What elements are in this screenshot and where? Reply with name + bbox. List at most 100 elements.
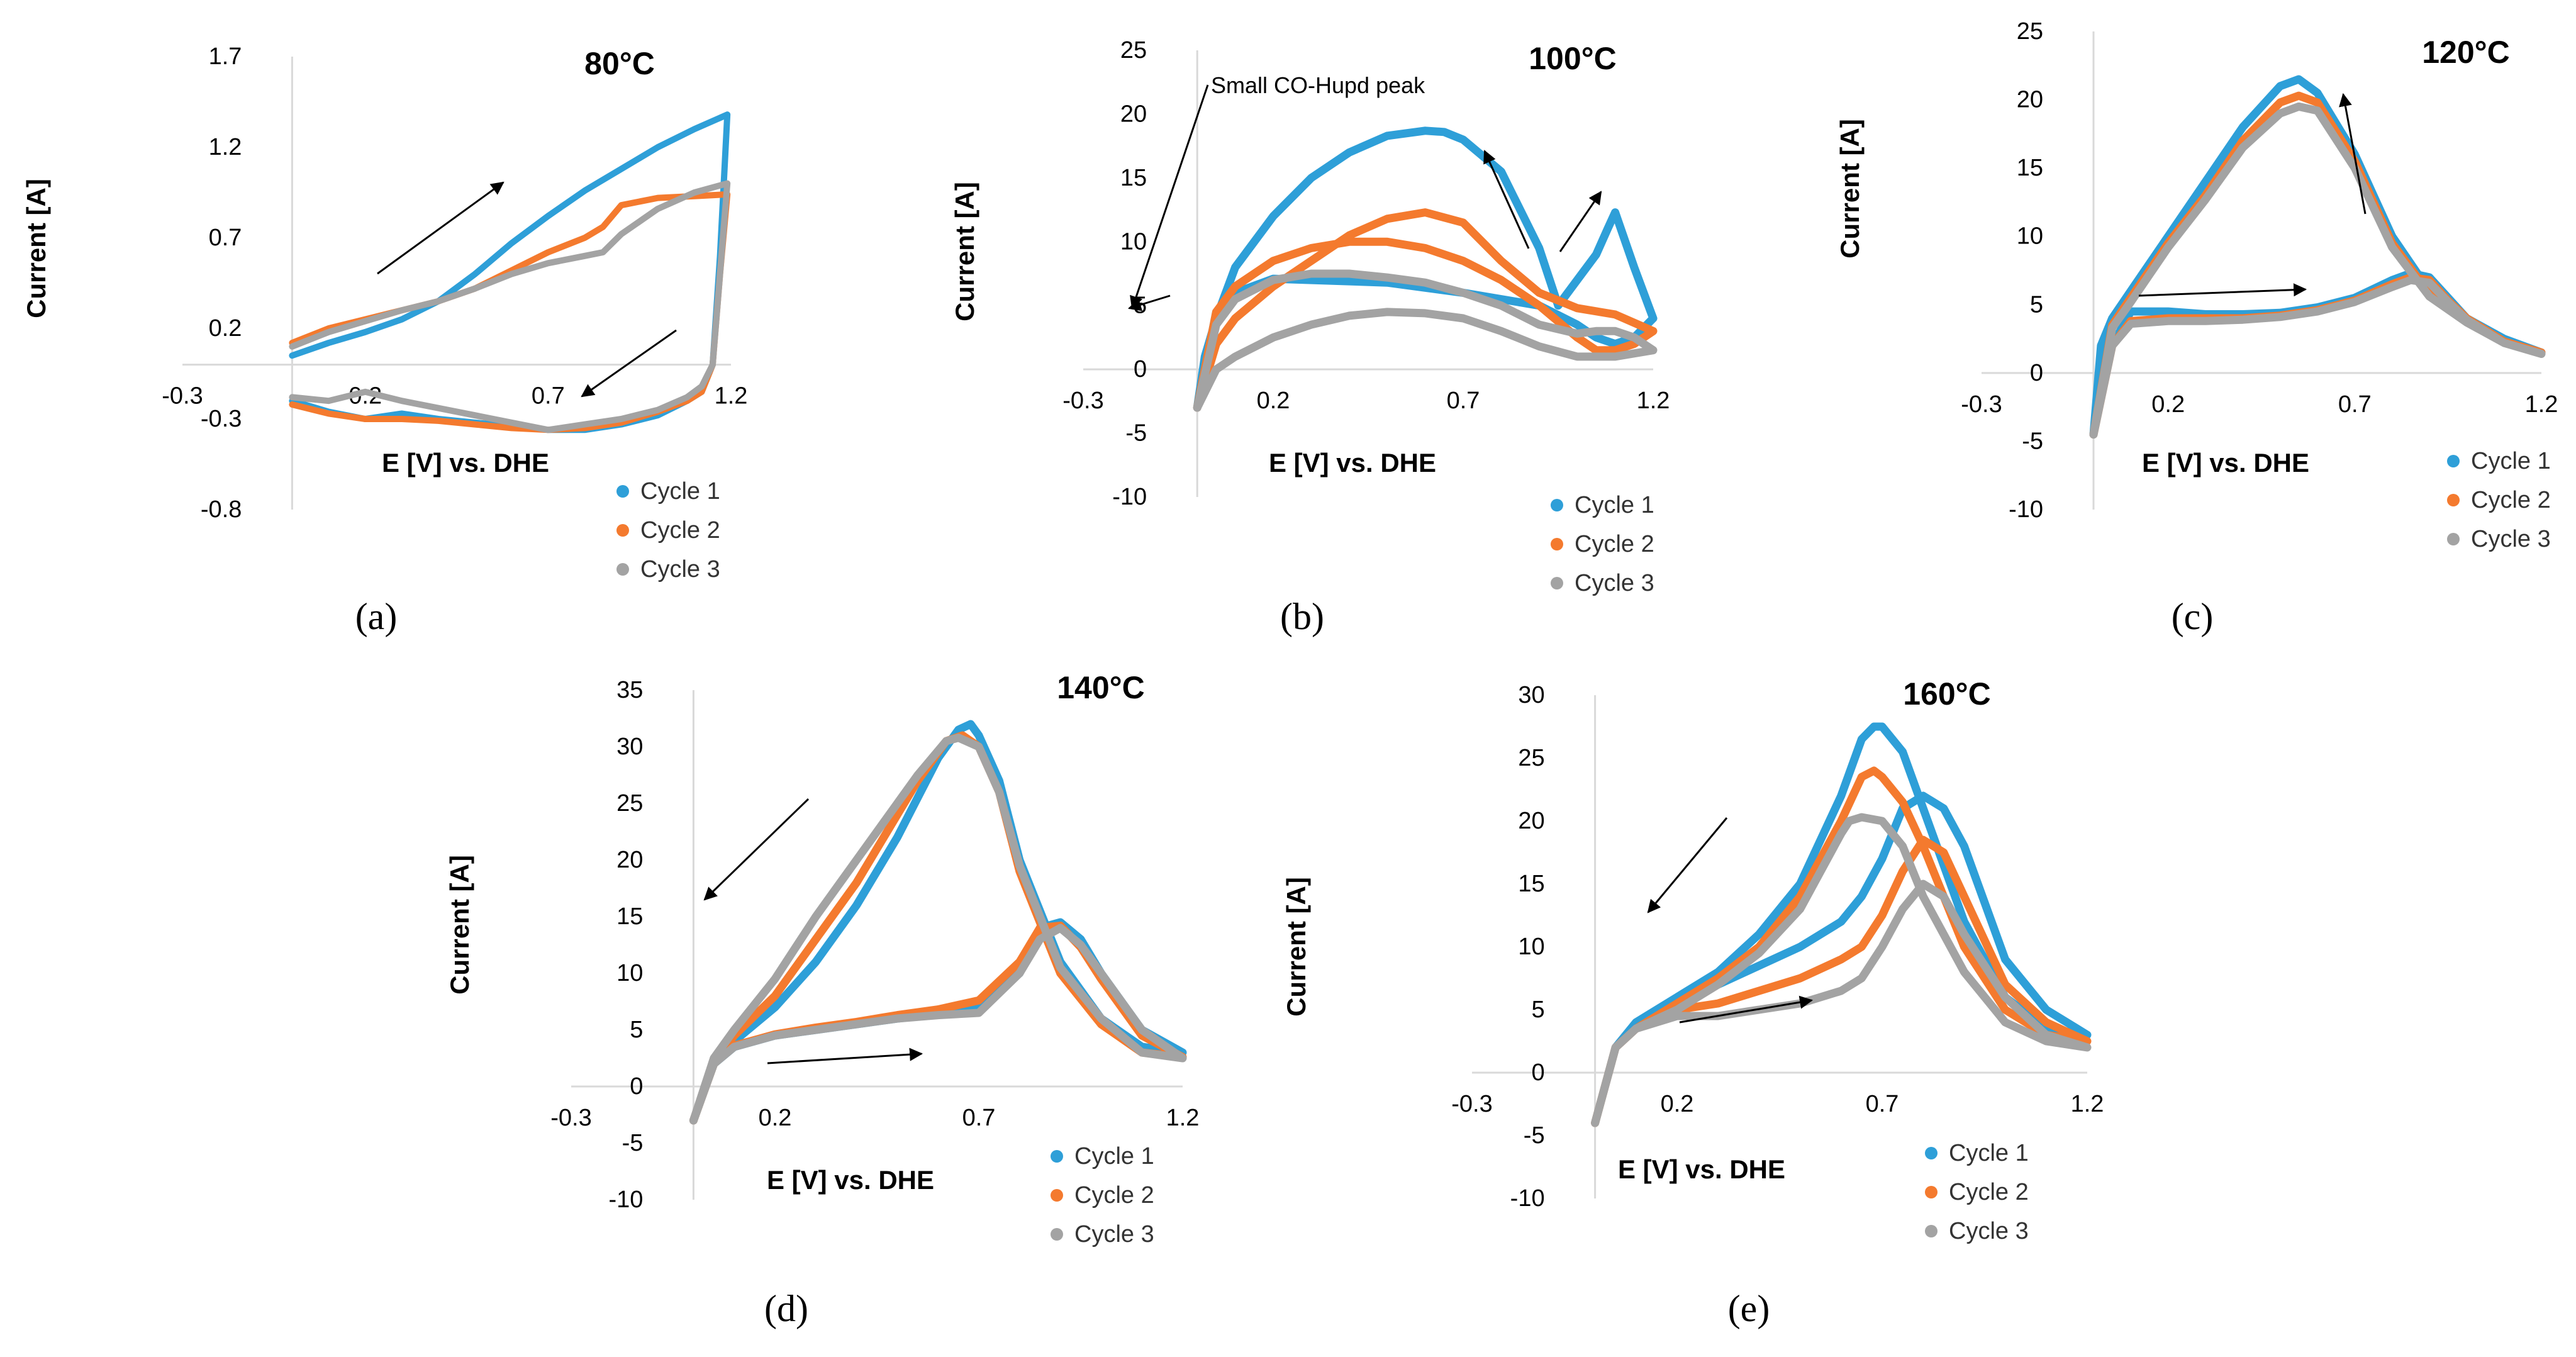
y-tick-label: -10 — [1510, 1185, 1545, 1212]
y-tick-label: 1.2 — [209, 134, 242, 160]
chart-title: 120°C — [2422, 35, 2510, 70]
legend-marker — [1925, 1225, 1938, 1237]
series-line-cycle-3 — [2089, 102, 2546, 439]
y-tick-label: 30 — [616, 734, 643, 760]
series-line-cycle-1 — [1193, 126, 1658, 412]
series-line-cycle-1 — [1591, 722, 2092, 1127]
y-tick-label: 10 — [2017, 223, 2043, 250]
y-tick-label: 0.7 — [209, 225, 242, 251]
x-tick-label: 0.7 — [1447, 388, 1480, 414]
legend-label: Cycle 1 — [1949, 1140, 2029, 1166]
panel-e: 30 25 20 15 10 5 0 -5 -10 -0.3 0.2 0.7 1.2 160°C E [V]… — [1281, 676, 2104, 1329]
legend-marker — [1925, 1147, 1938, 1159]
legend-marker — [2447, 494, 2460, 506]
y-tick-label: 15 — [2017, 155, 2043, 181]
direction-arrow — [1647, 817, 1728, 913]
series-line-cycle-3 — [689, 734, 1187, 1125]
panel-a: 1.71.20.70.2-0.3-0.8-0.3 0.2 0.7 1.280°CE [… — [21, 43, 747, 637]
y-axis-label: Current [A] — [1281, 877, 1311, 1017]
x-tick-label: -0.3 — [162, 383, 203, 410]
legend-label: Cycle 2 — [640, 517, 720, 544]
y-tick-label: 20 — [616, 847, 643, 873]
x-axis-label: E [V] vs. DHE — [1618, 1154, 1785, 1184]
panel-d: 35 30 25 20 15 10 5 0 -5 -10 -0.3 0.2 0.7 1.2 140°C E [… — [445, 670, 1199, 1329]
x-tick-label: 0.2 — [1257, 388, 1290, 414]
x-axis-label: E [V] vs. DHE — [767, 1165, 934, 1195]
y-tick-label: 35 — [616, 677, 643, 703]
y-tick-label: 20 — [1120, 101, 1147, 127]
x-axis-label: E [V] vs. DHE — [2142, 448, 2309, 477]
y-tick-label: -5 — [1524, 1122, 1545, 1149]
x-tick-label: 0.2 — [2151, 391, 2185, 418]
y-tick-label: 10 — [1518, 934, 1544, 960]
legend-label: Cycle 2 — [2471, 487, 2551, 513]
legend-marker — [2447, 455, 2460, 467]
y-tick-label: 0 — [2030, 360, 2043, 386]
series-line-cycle-2 — [1591, 766, 2092, 1127]
x-tick-label: 0.7 — [1866, 1091, 1899, 1117]
x-tick-label: 1.2 — [715, 383, 748, 410]
y-axis-label: Current [A] — [21, 179, 51, 318]
legend-label: Cycle 2 — [1575, 531, 1654, 557]
y-tick-label: -10 — [2009, 496, 2043, 523]
series-line-cycle-1 — [689, 720, 1187, 1125]
x-tick-label: -0.3 — [550, 1105, 591, 1131]
legend-label: Cycle 3 — [1074, 1221, 1154, 1248]
panel-caption: (d) — [764, 1288, 808, 1329]
y-tick-label: 15 — [1120, 165, 1147, 191]
y-tick-label: -5 — [622, 1130, 644, 1156]
y-tick-label: -5 — [1125, 420, 1147, 447]
direction-arrow — [1483, 150, 1530, 249]
y-tick-label: 0 — [1134, 356, 1147, 383]
y-tick-label: 20 — [2017, 87, 2043, 113]
direction-arrow — [581, 329, 677, 398]
x-tick-label: -0.3 — [1451, 1091, 1492, 1117]
legend-label: Cycle 1 — [640, 478, 720, 505]
x-tick-label: 1.2 — [2525, 391, 2558, 418]
y-axis-label: Current [A] — [1835, 119, 1865, 259]
legend-marker — [616, 524, 629, 537]
x-tick-label: 0.7 — [962, 1105, 996, 1131]
x-tick-label: 1.2 — [2071, 1091, 2104, 1117]
annotation-label: Small CO-Hupd peak — [1211, 72, 1425, 98]
y-tick-label: -10 — [1112, 484, 1147, 510]
series-line-cycle-2 — [1193, 208, 1658, 412]
y-tick-label: 25 — [2017, 18, 2043, 45]
direction-arrow — [377, 181, 505, 275]
legend-marker — [616, 563, 629, 576]
direction-arrow — [1559, 191, 1602, 252]
legend-label: Cycle 3 — [1949, 1218, 2029, 1244]
y-tick-label: 5 — [630, 1017, 643, 1043]
legend-marker — [1925, 1186, 1938, 1198]
panel-c: 25 20 15 10 5 0 -5 -10 -0.3 0.2 0.7 1.2 120°C E [V] v… — [1835, 18, 2558, 637]
y-tick-label: 0 — [1531, 1059, 1544, 1086]
series-line-cycle-2 — [689, 731, 1187, 1125]
y-tick-label: 15 — [1518, 871, 1544, 897]
legend-marker — [2447, 533, 2460, 545]
x-axis-label: E [V] vs. DHE — [382, 448, 549, 477]
legend-label: Cycle 3 — [2471, 526, 2551, 552]
y-tick-label: 5 — [1531, 997, 1544, 1023]
y-tick-label: -0.8 — [201, 496, 242, 523]
y-tick-label: 25 — [1120, 37, 1147, 64]
legend-marker — [1551, 577, 1563, 589]
x-axis-label: E [V] vs. DHE — [1269, 448, 1436, 477]
y-tick-label: -10 — [608, 1187, 643, 1213]
y-tick-label: -5 — [2022, 428, 2043, 454]
legend-marker — [1051, 1228, 1063, 1241]
legend-label: Cycle 1 — [1074, 1143, 1154, 1170]
series-line-cycle-3 — [289, 180, 731, 433]
y-tick-label: 25 — [1518, 745, 1544, 771]
legend-label: Cycle 1 — [2471, 448, 2551, 474]
direction-arrow — [767, 1047, 923, 1064]
annotation-arrow — [1130, 84, 1209, 310]
y-tick-label: 30 — [1518, 682, 1544, 708]
x-tick-label: 1.2 — [1166, 1105, 1200, 1131]
y-tick-label: 20 — [1518, 808, 1544, 834]
x-tick-label: -0.3 — [1062, 388, 1103, 414]
y-tick-label: -0.3 — [201, 406, 242, 432]
y-tick-label: 0.2 — [209, 315, 242, 342]
x-tick-label: 0.2 — [759, 1105, 792, 1131]
